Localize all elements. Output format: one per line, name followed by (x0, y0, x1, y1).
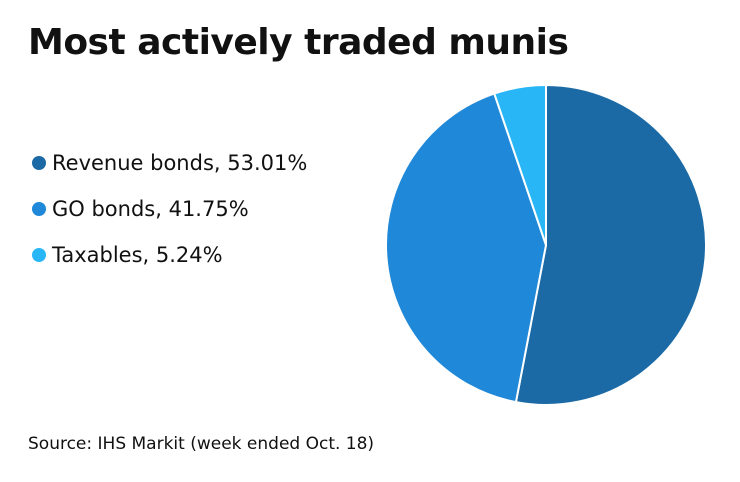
legend: Revenue bonds, 53.01% GO bonds, 41.75% T… (32, 140, 307, 278)
legend-label: Revenue bonds, 53.01% (52, 151, 308, 175)
legend-label: Taxables, 5.24% (52, 243, 223, 267)
legend-item-revenue: Revenue bonds, 53.01% (32, 140, 307, 186)
legend-item-go: GO bonds, 41.75% (32, 186, 307, 232)
pie-slice-go-bonds (385, 92, 547, 404)
legend-swatch (32, 248, 46, 262)
chart-title: Most actively traded munis (28, 22, 569, 63)
pie-slice-taxables (493, 84, 547, 246)
legend-swatch (32, 202, 46, 216)
legend-label: GO bonds, 41.75% (52, 197, 249, 221)
pie-slice-revenue-bonds (514, 84, 707, 406)
legend-swatch (32, 156, 46, 170)
legend-item-taxables: Taxables, 5.24% (32, 232, 307, 278)
source-note: Source: IHS Markit (week ended Oct. 18) (28, 434, 375, 454)
